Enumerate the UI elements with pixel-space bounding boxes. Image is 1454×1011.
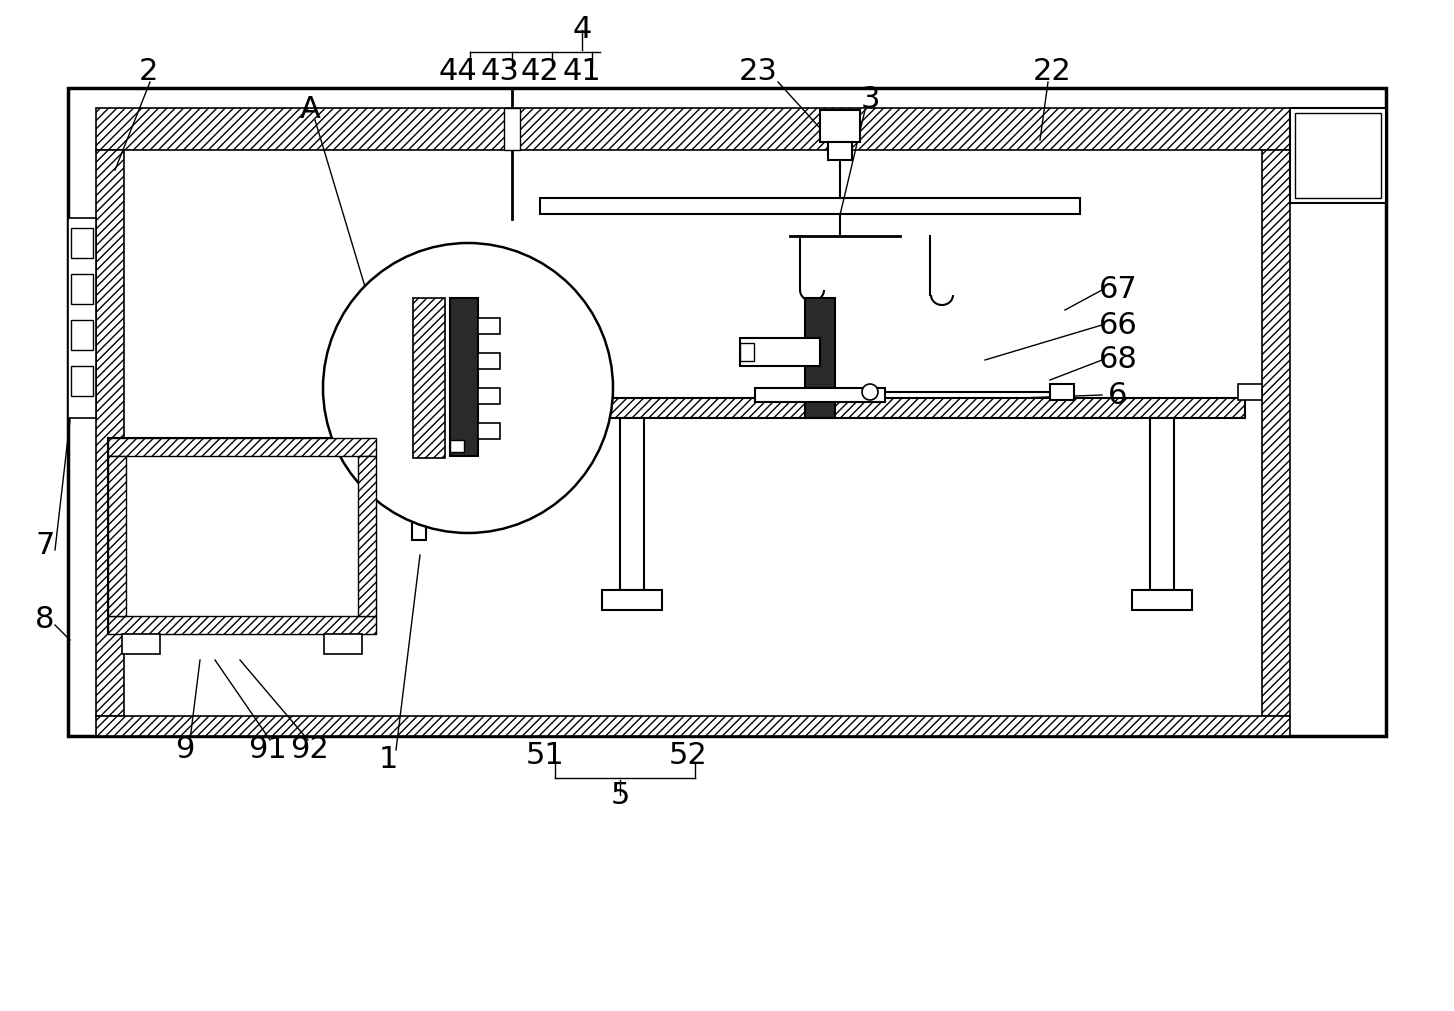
Bar: [108, 616, 377, 634]
Bar: [740, 343, 755, 361]
Bar: [449, 440, 464, 452]
Text: 3: 3: [861, 86, 880, 114]
Bar: [324, 634, 362, 654]
Bar: [71, 366, 93, 396]
Bar: [96, 150, 124, 716]
Text: 67: 67: [1099, 276, 1137, 304]
Bar: [619, 418, 644, 590]
Text: A: A: [300, 95, 320, 124]
Bar: [820, 110, 859, 142]
Bar: [1237, 384, 1262, 400]
Text: 66: 66: [1099, 310, 1137, 340]
Bar: [478, 388, 500, 404]
Bar: [1050, 384, 1075, 400]
Bar: [1296, 113, 1381, 198]
Text: 5: 5: [611, 780, 630, 810]
Bar: [1262, 150, 1290, 716]
Bar: [755, 388, 885, 402]
Text: 9: 9: [176, 735, 195, 764]
Bar: [413, 298, 445, 458]
Text: 2: 2: [138, 58, 157, 87]
Bar: [96, 108, 1290, 150]
Text: 51: 51: [526, 741, 564, 770]
Text: 1: 1: [378, 745, 398, 774]
Bar: [71, 274, 93, 304]
Text: 22: 22: [1032, 58, 1072, 87]
Bar: [108, 438, 377, 634]
Bar: [1290, 108, 1386, 203]
Circle shape: [862, 384, 878, 400]
Text: 44: 44: [439, 58, 477, 87]
Bar: [96, 716, 1290, 736]
Bar: [827, 142, 852, 160]
Text: 92: 92: [291, 735, 330, 764]
Bar: [108, 456, 126, 616]
Bar: [602, 590, 662, 610]
Bar: [505, 108, 521, 150]
Text: 42: 42: [521, 58, 560, 87]
Bar: [71, 320, 93, 350]
Text: 4: 4: [573, 15, 592, 44]
Circle shape: [323, 243, 614, 533]
Text: 41: 41: [563, 58, 602, 87]
Bar: [478, 423, 500, 439]
Bar: [68, 218, 96, 418]
Bar: [449, 298, 478, 456]
Bar: [71, 228, 93, 258]
Text: 52: 52: [669, 741, 708, 770]
Bar: [68, 88, 1386, 736]
Bar: [478, 353, 500, 369]
Bar: [539, 198, 1080, 214]
Text: 23: 23: [739, 58, 778, 87]
Bar: [122, 634, 160, 654]
Bar: [411, 330, 426, 540]
Text: 91: 91: [249, 735, 288, 764]
Text: 43: 43: [481, 58, 519, 87]
Text: 6: 6: [1108, 380, 1128, 409]
Bar: [1133, 590, 1192, 610]
Bar: [478, 318, 500, 334]
Bar: [358, 456, 377, 616]
Bar: [108, 438, 377, 456]
Bar: [806, 298, 835, 418]
Bar: [555, 398, 1245, 418]
Text: 8: 8: [35, 606, 55, 635]
Text: 68: 68: [1099, 346, 1137, 374]
Bar: [1150, 418, 1173, 590]
Bar: [740, 338, 820, 366]
Text: 7: 7: [35, 531, 55, 559]
